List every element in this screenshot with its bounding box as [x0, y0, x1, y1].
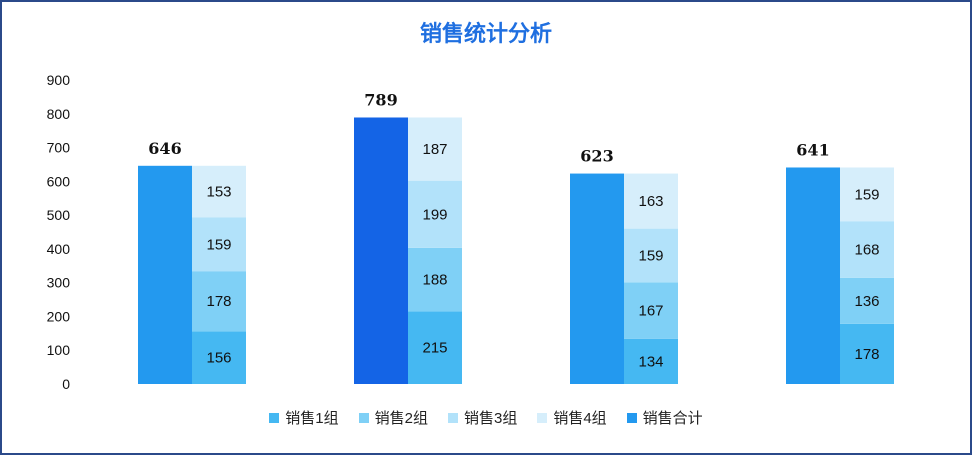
y-tick-label: 100 [47, 342, 71, 358]
segment-label: 168 [854, 242, 879, 259]
stack-segment [408, 180, 462, 248]
stack-segment [840, 167, 894, 222]
segment-label: 163 [638, 193, 663, 210]
stack-segment [192, 217, 246, 272]
segment-label: 136 [854, 293, 879, 310]
segment-label: 134 [638, 353, 663, 370]
stack-segment [408, 117, 462, 181]
stack-segment [192, 271, 246, 332]
legend-item: 销售2组 [358, 407, 428, 428]
y-tick-label: 400 [47, 241, 71, 257]
segment-label: 178 [206, 293, 231, 310]
segment-label: 199 [422, 206, 447, 223]
legend-swatch [537, 412, 548, 423]
y-tick-label: 900 [47, 72, 71, 88]
segment-label: 187 [422, 141, 447, 158]
y-tick-label: 600 [47, 173, 71, 189]
segment-label: 159 [638, 247, 663, 264]
legend-item: 销售3组 [447, 407, 518, 428]
total-label: 789 [364, 90, 397, 109]
stack-segment [408, 247, 462, 312]
legend-label: 销售4组 [553, 410, 607, 427]
segment-label: 156 [206, 350, 231, 367]
legend-item: 销售4组 [537, 407, 607, 428]
stack-segment [408, 311, 462, 384]
y-tick-label: 300 [47, 275, 71, 291]
chart-legend: 销售1组 销售2组 销售3组 销售4组 销售合计 [0, 407, 972, 428]
stack-segment [840, 323, 894, 384]
legend-label: 销售合计 [642, 410, 703, 427]
stack-segment [840, 277, 894, 324]
legend-swatch [626, 412, 637, 423]
total-bar [354, 117, 408, 384]
total-label: 646 [148, 139, 181, 158]
stack-segment [840, 221, 894, 278]
y-tick-label: 200 [47, 308, 71, 324]
stack-segment [624, 173, 678, 229]
stack-segment [624, 338, 678, 384]
legend-swatch [358, 412, 369, 423]
legend-swatch [447, 412, 458, 423]
legend-swatch [269, 412, 280, 423]
stack-segment [624, 282, 678, 339]
total-bar [138, 165, 192, 384]
segment-label: 159 [206, 236, 231, 253]
y-tick-label: 800 [47, 106, 71, 122]
stack-segment [624, 228, 678, 283]
segment-label: 153 [206, 184, 231, 201]
total-label: 641 [796, 140, 829, 159]
legend-label: 销售2组 [374, 410, 428, 427]
total-label: 623 [580, 147, 613, 166]
y-tick-label: 0 [62, 376, 70, 392]
legend-label: 销售1组 [285, 410, 339, 427]
segment-label: 167 [638, 303, 663, 320]
total-bar [786, 167, 840, 384]
y-tick-label: 700 [47, 140, 71, 156]
stack-segment [192, 165, 246, 218]
segment-label: 215 [422, 340, 447, 357]
segment-label: 188 [422, 272, 447, 289]
legend-item: 销售1组 [269, 407, 339, 428]
stack-segment [192, 331, 246, 384]
chart-title: 销售统计分析 [419, 21, 552, 47]
legend-item: 销售合计 [626, 407, 703, 428]
legend-label: 销售3组 [463, 410, 518, 427]
segment-label: 159 [854, 186, 879, 203]
y-tick-label: 500 [47, 207, 71, 223]
total-bar [570, 173, 624, 384]
segment-label: 178 [854, 346, 879, 363]
